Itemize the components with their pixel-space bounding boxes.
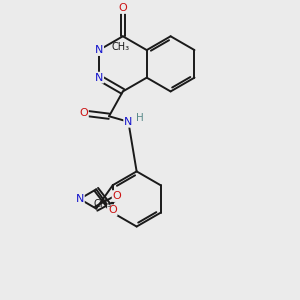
Text: O: O	[113, 191, 122, 201]
Text: O: O	[79, 109, 88, 118]
Text: N: N	[95, 73, 103, 82]
Text: O: O	[108, 205, 117, 215]
Text: N: N	[124, 117, 133, 127]
Text: N: N	[76, 194, 84, 204]
Text: N: N	[95, 45, 103, 55]
Text: CH₃: CH₃	[94, 200, 112, 209]
Text: CH₃: CH₃	[111, 42, 130, 52]
Text: H: H	[136, 113, 144, 124]
Text: O: O	[118, 3, 127, 13]
